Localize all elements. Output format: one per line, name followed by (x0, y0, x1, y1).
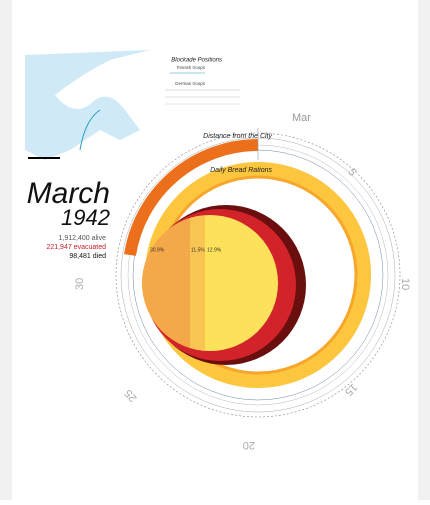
died-count: 98,481 died (69, 253, 106, 260)
right-border (418, 0, 430, 500)
pie-label: 11.5% (191, 247, 205, 253)
left-border (0, 0, 12, 500)
year-title: 1942 (61, 205, 110, 230)
day-label: 5 (345, 167, 358, 179)
road-of-life (79, 109, 101, 151)
summary: March 1942 1,912,400 alive 221,947 evacu… (27, 177, 110, 260)
month-title: March (27, 177, 110, 210)
population-discs: 30.9% 11.5% 12.9% (142, 205, 306, 365)
day-label: 20 (243, 439, 255, 451)
alive-count: 1,912,400 alive (59, 235, 107, 242)
pie-label: 12.9% (207, 247, 222, 253)
ring-label: Distance from the City (203, 133, 272, 140)
map: Blockade Positions Finnish troops German… (25, 50, 240, 160)
evacuated-count: 221,947 evacuated (46, 244, 106, 251)
map-legend: Finnish troops (177, 65, 206, 70)
day-label: 10 (399, 278, 411, 290)
day-label: 30 (74, 278, 86, 290)
ring-label: Daily Bread Rations (210, 167, 272, 174)
land (55, 50, 160, 130)
pie-label: 30.9% (150, 247, 165, 253)
month-label: Mar (292, 112, 311, 124)
age-segment (190, 215, 205, 351)
map-title: Blockade Positions (171, 58, 222, 64)
distance-arc (124, 139, 259, 256)
map-legend: German troops (175, 81, 206, 86)
